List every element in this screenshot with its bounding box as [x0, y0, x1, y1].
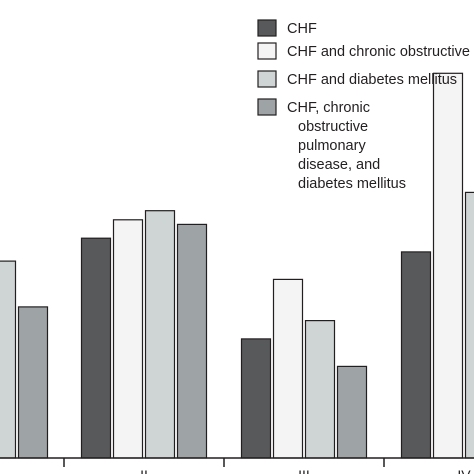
bar-III-series-3	[304, 320, 336, 459]
legend-label-1: CHF	[287, 21, 317, 37]
bar-I-series-4	[17, 306, 49, 459]
bar-III-series-4	[336, 365, 368, 459]
legend-swatch-4	[257, 98, 277, 116]
bar-II-series-3	[144, 210, 176, 459]
legend: CHF CHF and chronic obstructive pulmonary…	[257, 19, 474, 192]
legend-swatch-3	[257, 70, 277, 88]
legend-label-line: CHF, chronic	[287, 100, 370, 116]
bar-IV-series-3	[464, 191, 474, 459]
legend-label-2: CHF and chronic obstructive pulmonary di…	[287, 44, 474, 60]
legend-label-4: CHF, chronic obstructive pulmonary disease,…	[287, 100, 406, 192]
bar-IV-series-2	[432, 72, 464, 459]
legend-label-3: CHF and diabetes mellitus	[287, 72, 457, 88]
bar-I-series-3	[0, 260, 17, 459]
legend-label-line: disease, and	[298, 157, 380, 173]
x-tick-label-II: II	[140, 467, 148, 474]
bar-IV-series-1	[400, 251, 432, 459]
legend-label-line: CHF and diabetes mellitus	[287, 72, 457, 88]
bar-II-series-1	[80, 237, 112, 459]
bar-II-series-4	[176, 223, 208, 459]
bar-III-series-2	[272, 278, 304, 459]
legend-label-line: pulmonary	[298, 138, 366, 154]
legend-label-line: diabetes mellitus	[298, 176, 406, 192]
legend-swatch-2	[257, 42, 277, 60]
x-tick-label-IV: IV	[457, 467, 471, 474]
legend-label-line: CHF	[287, 21, 317, 37]
x-axis-ticks: IIIIIIIV	[63, 458, 471, 474]
legend-swatch-1	[257, 19, 277, 37]
legend-label-line: CHF and chronic obstructive pulmonary di…	[287, 44, 474, 60]
x-tick-label-III: III	[298, 467, 310, 474]
bar-III-series-1	[240, 338, 272, 459]
legend-label-line: obstructive	[298, 119, 368, 135]
bar-II-series-2	[112, 219, 144, 459]
bars-layer	[0, 72, 474, 459]
